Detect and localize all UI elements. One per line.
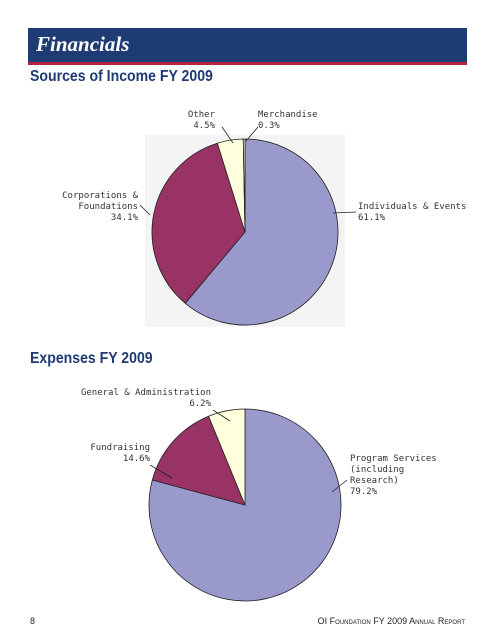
leader-line [139, 204, 151, 216]
title-band: Financials [28, 28, 467, 65]
slice-label: General & Administration 6.2% [80, 388, 211, 410]
category-label: Merchandise [258, 110, 318, 120]
slice-label: Individuals & Events 61.1% [358, 202, 468, 224]
value-label: 4.5% [193, 121, 215, 131]
pie-slice [151, 142, 246, 304]
slice-label: Program Services (including Research) 79.… [350, 454, 450, 498]
leader-line [245, 126, 259, 142]
value-label: 34.1% [110, 213, 138, 223]
page-number: 8 [30, 616, 36, 626]
category-label: Fundraising [90, 443, 150, 453]
value-label: 14.6% [122, 454, 150, 464]
pie-slice [148, 408, 342, 602]
pie-slice [242, 138, 246, 233]
slice-label: Other 4.5% [175, 110, 215, 132]
leader-line [212, 409, 231, 422]
category-label: Corporations & Foundations [62, 191, 138, 212]
value-label: 0.3% [258, 121, 280, 131]
slice-label: Fundraising 14.6% [60, 443, 150, 465]
category-label: Program Services (including Research) [350, 454, 437, 486]
value-label: 79.2% [350, 487, 378, 497]
pie-slice [208, 408, 246, 506]
pie-slice [184, 138, 339, 326]
category-label: Other [187, 110, 215, 120]
category-label: General & Administration [80, 388, 211, 398]
chart-title: Expenses FY 2009 [30, 350, 153, 367]
value-label: 61.1% [358, 213, 386, 223]
leader-line [221, 126, 234, 144]
leader-line [149, 464, 173, 479]
value-label: 6.2% [189, 399, 211, 409]
slice-label: Merchandise 0.3% [258, 110, 328, 132]
leader-line [332, 211, 357, 214]
pie-slice [151, 415, 246, 506]
chart-title: Sources of Income FY 2009 [30, 68, 213, 85]
page-title: Financials [36, 32, 130, 56]
category-label: Individuals & Events [358, 202, 467, 212]
report-name: OI Foundation FY 2009 Annual Report [317, 616, 465, 626]
leader-line [331, 479, 348, 493]
slice-label: Corporations & Foundations 34.1% [28, 191, 138, 224]
